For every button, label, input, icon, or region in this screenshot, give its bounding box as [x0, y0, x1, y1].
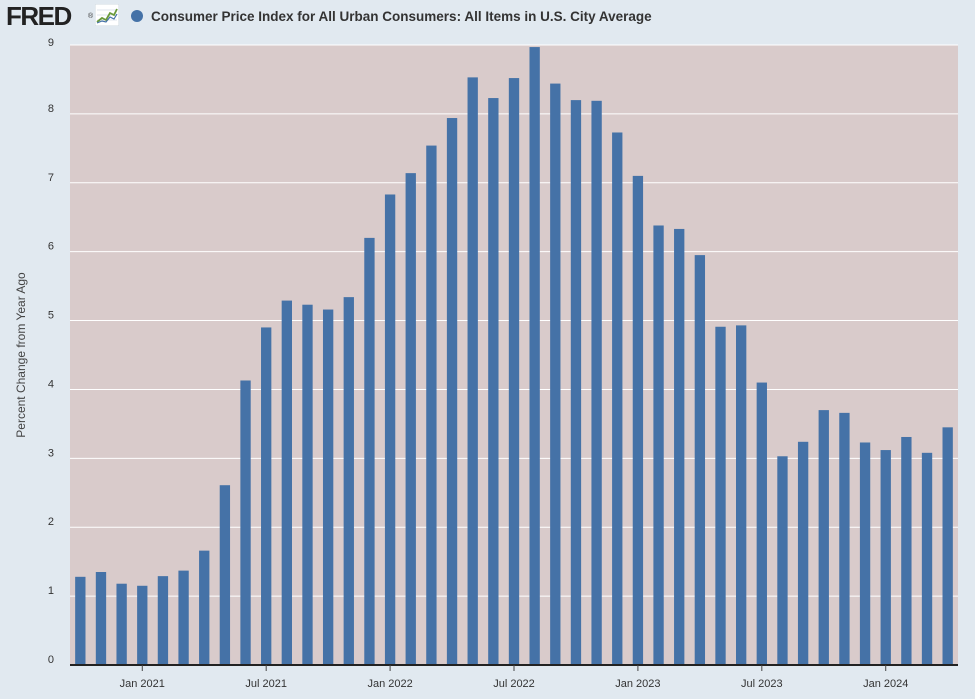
- bar-2023-11[interactable]: [839, 412, 850, 665]
- bar-2021-10[interactable]: [322, 309, 334, 665]
- bar-2024-01[interactable]: [880, 450, 891, 665]
- legend-label: Consumer Price Index for All Urban Consu…: [151, 8, 652, 24]
- y-tick-label: 0: [48, 654, 54, 666]
- bar-2021-09[interactable]: [302, 304, 313, 665]
- bar-2023-01[interactable]: [632, 175, 644, 665]
- bar-extra-42[interactable]: [942, 427, 953, 665]
- bar-2021-07[interactable]: [261, 327, 272, 665]
- bar-2021-02[interactable]: [157, 576, 169, 665]
- y-axis-title: Percent Change from Year Ago: [14, 272, 28, 438]
- bar-2023-06[interactable]: [736, 325, 747, 665]
- fred-logo: FRED: [6, 1, 72, 31]
- y-tick-label: 6: [48, 241, 54, 253]
- bar-2021-12[interactable]: [364, 237, 375, 665]
- bar-2021-04[interactable]: [199, 550, 210, 665]
- bar-2022-04[interactable]: [446, 118, 458, 666]
- bar-2021-03[interactable]: [178, 570, 189, 665]
- bar-2022-08[interactable]: [529, 47, 540, 666]
- bar-2022-01[interactable]: [384, 194, 396, 665]
- y-tick-label: 1: [48, 585, 54, 597]
- bar-2024-03[interactable]: [921, 452, 933, 665]
- bar-2022-06[interactable]: [488, 98, 499, 666]
- bar-2022-11[interactable]: [591, 100, 602, 666]
- bar-2021-08[interactable]: [281, 300, 292, 665]
- bar-2022-05[interactable]: [467, 77, 478, 665]
- bar-2022-12[interactable]: [612, 132, 623, 665]
- x-tick-label: Jan 2024: [863, 678, 908, 690]
- registered-mark: ®: [88, 13, 94, 20]
- bar-2023-12[interactable]: [859, 442, 871, 665]
- x-tick-label: Jul 2022: [493, 678, 535, 690]
- bar-2023-10[interactable]: [818, 410, 829, 665]
- bar-2023-04[interactable]: [694, 255, 706, 665]
- bar-2022-07[interactable]: [508, 78, 520, 666]
- bar-2024-02[interactable]: [901, 436, 912, 665]
- bar-2023-08[interactable]: [777, 456, 788, 665]
- x-tick-label: Jul 2023: [741, 678, 783, 690]
- legend-swatch-icon: [131, 10, 143, 22]
- x-tick-label: Jul 2021: [245, 678, 287, 690]
- y-tick-label: 9: [48, 37, 54, 49]
- bar-2022-02[interactable]: [405, 173, 416, 665]
- bar-2022-03[interactable]: [426, 145, 437, 666]
- x-tick-label: Jan 2023: [615, 678, 660, 690]
- bar-2023-07[interactable]: [756, 382, 767, 665]
- bar-2023-03[interactable]: [674, 228, 685, 665]
- y-tick-label: 3: [48, 447, 54, 459]
- x-tick-label: Jan 2022: [367, 678, 412, 690]
- bar-2021-01[interactable]: [137, 585, 148, 665]
- fred-graph-icon: [95, 4, 119, 26]
- bar-2020-12[interactable]: [116, 583, 127, 665]
- y-axis-ticks: 0 1 2 3 4 5 6 7 8 9: [48, 37, 54, 666]
- bar-series: [75, 47, 953, 666]
- bar-2021-05[interactable]: [219, 485, 231, 665]
- x-axis-ticks: Jan 2021 Jul 2021 Jan 2022 Jul 2022 Jan 2023…: [120, 665, 908, 690]
- bar-2020-11[interactable]: [95, 572, 107, 665]
- bar-2022-10[interactable]: [570, 100, 582, 666]
- bar-2021-06[interactable]: [240, 380, 251, 665]
- bar-2020-10[interactable]: [75, 576, 86, 665]
- bar-2023-09[interactable]: [797, 441, 809, 665]
- bar-2023-02[interactable]: [653, 225, 664, 665]
- bar-2021-11[interactable]: [343, 297, 354, 665]
- legend: Consumer Price Index for All Urban Consu…: [131, 6, 652, 26]
- y-tick-label: 2: [48, 516, 54, 528]
- y-tick-label: 7: [48, 172, 54, 184]
- y-tick-label: 5: [48, 310, 54, 322]
- y-tick-label: 8: [48, 103, 54, 115]
- x-tick-label: Jan 2021: [120, 678, 165, 690]
- y-tick-label: 4: [48, 378, 54, 390]
- chart-header: FRED ® Consumer Price Index for All Urba…: [0, 0, 975, 34]
- bar-2023-05[interactable]: [715, 326, 726, 665]
- bar-2022-09[interactable]: [550, 83, 561, 666]
